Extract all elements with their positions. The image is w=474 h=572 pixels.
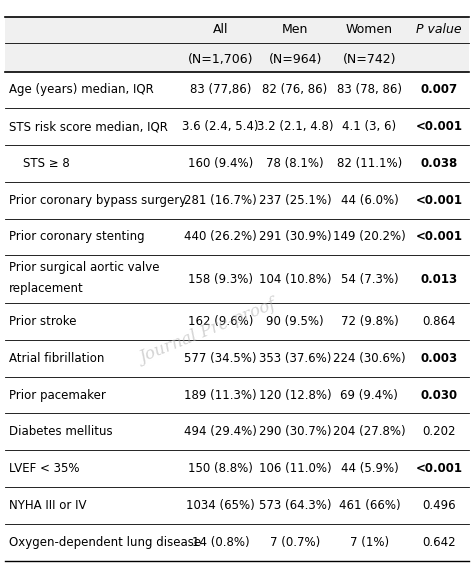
- Text: (N=1,706): (N=1,706): [188, 53, 254, 66]
- Text: 44 (6.0%): 44 (6.0%): [340, 194, 398, 206]
- Text: 83 (78, 86): 83 (78, 86): [337, 84, 402, 97]
- Text: 290 (30.7%): 290 (30.7%): [259, 426, 331, 438]
- Text: 0.202: 0.202: [422, 426, 456, 438]
- Text: STS risk score median, IQR: STS risk score median, IQR: [9, 120, 167, 133]
- Text: 237 (25.1%): 237 (25.1%): [259, 194, 331, 206]
- Text: 3.6 (2.4, 5.4): 3.6 (2.4, 5.4): [182, 120, 259, 133]
- Text: 0.642: 0.642: [422, 535, 456, 549]
- Text: 353 (37.6%): 353 (37.6%): [259, 352, 331, 365]
- Text: Prior pacemaker: Prior pacemaker: [9, 388, 105, 402]
- Text: Journal Pre-proof: Journal Pre-proof: [137, 296, 280, 367]
- Text: <0.001: <0.001: [416, 462, 463, 475]
- Text: Atrial fibrillation: Atrial fibrillation: [9, 352, 104, 365]
- Text: 158 (9.3%): 158 (9.3%): [188, 273, 253, 286]
- Text: 0.038: 0.038: [420, 157, 458, 170]
- Text: 0.003: 0.003: [420, 352, 457, 365]
- Text: 3.2 (2.1, 4.8): 3.2 (2.1, 4.8): [257, 120, 333, 133]
- Text: NYHA III or IV: NYHA III or IV: [9, 499, 86, 512]
- Text: 162 (9.6%): 162 (9.6%): [188, 315, 254, 328]
- Text: 0.496: 0.496: [422, 499, 456, 512]
- Text: P value: P value: [416, 23, 462, 35]
- Text: 189 (11.3%): 189 (11.3%): [184, 388, 257, 402]
- Text: 0.007: 0.007: [420, 84, 457, 97]
- Text: Prior coronary bypass surgery: Prior coronary bypass surgery: [9, 194, 186, 206]
- Text: 0.864: 0.864: [422, 315, 456, 328]
- Text: 83 (77,86): 83 (77,86): [190, 84, 251, 97]
- Text: Prior surgical aortic valve: Prior surgical aortic valve: [9, 261, 159, 274]
- Bar: [5, 17, 469, 72]
- Text: Age (years) median, IQR: Age (years) median, IQR: [9, 84, 153, 97]
- Text: 90 (9.5%): 90 (9.5%): [266, 315, 324, 328]
- Text: 120 (12.8%): 120 (12.8%): [259, 388, 331, 402]
- Text: 106 (11.0%): 106 (11.0%): [259, 462, 331, 475]
- Text: 494 (29.4%): 494 (29.4%): [184, 426, 257, 438]
- Text: 204 (27.8%): 204 (27.8%): [333, 426, 406, 438]
- Text: Women: Women: [346, 23, 393, 35]
- Text: 7 (1%): 7 (1%): [350, 535, 389, 549]
- Text: 461 (66%): 461 (66%): [338, 499, 400, 512]
- Text: 14 (0.8%): 14 (0.8%): [192, 535, 249, 549]
- Text: 72 (9.8%): 72 (9.8%): [340, 315, 398, 328]
- Text: Men: Men: [282, 23, 308, 35]
- Text: 44 (5.9%): 44 (5.9%): [340, 462, 398, 475]
- Text: <0.001: <0.001: [416, 194, 463, 206]
- Text: 150 (8.8%): 150 (8.8%): [188, 462, 253, 475]
- Text: 4.1 (3, 6): 4.1 (3, 6): [342, 120, 396, 133]
- Text: <0.001: <0.001: [416, 231, 463, 244]
- Text: (N=742): (N=742): [343, 53, 396, 66]
- Text: (N=964): (N=964): [268, 53, 322, 66]
- Text: <0.001: <0.001: [416, 120, 463, 133]
- Text: 291 (30.9%): 291 (30.9%): [259, 231, 331, 244]
- Text: 82 (76, 86): 82 (76, 86): [263, 84, 328, 97]
- Text: 82 (11.1%): 82 (11.1%): [337, 157, 402, 170]
- Text: All: All: [213, 23, 228, 35]
- Text: 1034 (65%): 1034 (65%): [186, 499, 255, 512]
- Text: 104 (10.8%): 104 (10.8%): [259, 273, 331, 286]
- Text: 149 (20.2%): 149 (20.2%): [333, 231, 406, 244]
- Text: Diabetes mellitus: Diabetes mellitus: [9, 426, 112, 438]
- Text: 224 (30.6%): 224 (30.6%): [333, 352, 406, 365]
- Text: 160 (9.4%): 160 (9.4%): [188, 157, 254, 170]
- Text: Oxygen-dependent lung disease: Oxygen-dependent lung disease: [9, 535, 201, 549]
- Text: Prior coronary stenting: Prior coronary stenting: [9, 231, 144, 244]
- Text: 7 (0.7%): 7 (0.7%): [270, 535, 320, 549]
- Text: LVEF < 35%: LVEF < 35%: [9, 462, 79, 475]
- Text: 0.013: 0.013: [420, 273, 457, 286]
- Text: 281 (16.7%): 281 (16.7%): [184, 194, 257, 206]
- Text: 0.030: 0.030: [420, 388, 457, 402]
- Text: replacement: replacement: [9, 281, 83, 295]
- Text: 577 (34.5%): 577 (34.5%): [184, 352, 257, 365]
- Text: Prior stroke: Prior stroke: [9, 315, 76, 328]
- Text: 78 (8.1%): 78 (8.1%): [266, 157, 324, 170]
- Text: 69 (9.4%): 69 (9.4%): [340, 388, 398, 402]
- Text: 573 (64.3%): 573 (64.3%): [259, 499, 331, 512]
- Text: 54 (7.3%): 54 (7.3%): [341, 273, 398, 286]
- Text: STS ≥ 8: STS ≥ 8: [23, 157, 70, 170]
- Text: 440 (26.2%): 440 (26.2%): [184, 231, 257, 244]
